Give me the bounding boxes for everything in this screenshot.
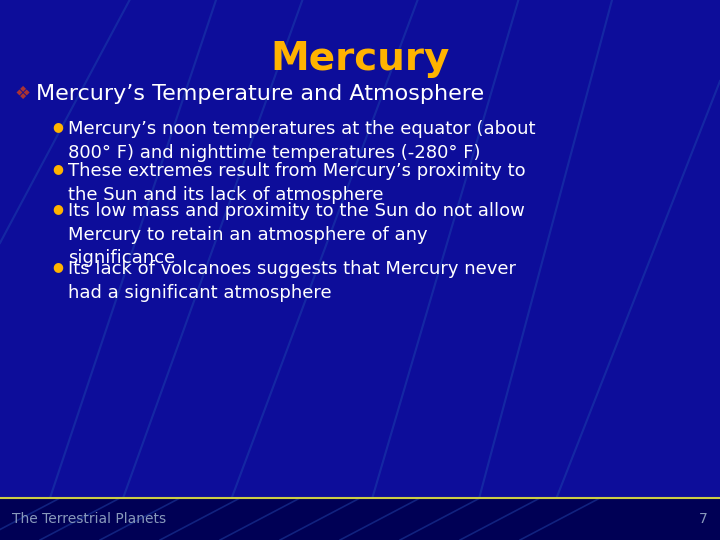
Text: Mercury’s Temperature and Atmosphere: Mercury’s Temperature and Atmosphere <box>36 84 484 104</box>
Text: Mercury: Mercury <box>270 40 450 78</box>
Bar <box>0 498 720 540</box>
Text: ●: ● <box>52 162 63 175</box>
Text: 7: 7 <box>699 512 708 526</box>
Text: ❖: ❖ <box>14 85 30 103</box>
Text: Its low mass and proximity to the Sun do not allow
Mercury to retain an atmosphe: Its low mass and proximity to the Sun do… <box>68 202 525 267</box>
Text: ●: ● <box>52 120 63 133</box>
Text: ●: ● <box>52 202 63 215</box>
Text: The Terrestrial Planets: The Terrestrial Planets <box>12 512 166 526</box>
Text: Its lack of volcanoes suggests that Mercury never
had a significant atmosphere: Its lack of volcanoes suggests that Merc… <box>68 260 516 302</box>
Text: ●: ● <box>52 260 63 273</box>
Text: These extremes result from Mercury’s proximity to
the Sun and its lack of atmosp: These extremes result from Mercury’s pro… <box>68 162 526 204</box>
Text: Mercury’s noon temperatures at the equator (about
800° F) and nighttime temperat: Mercury’s noon temperatures at the equat… <box>68 120 536 161</box>
